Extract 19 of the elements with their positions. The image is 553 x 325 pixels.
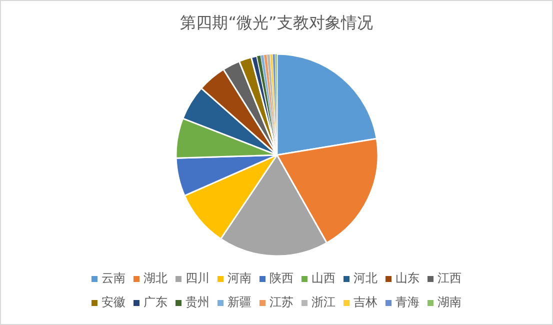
legend-label: 安徽 xyxy=(102,295,126,309)
legend-label: 山西 xyxy=(312,271,336,285)
legend-label: 湖南 xyxy=(438,295,462,309)
legend-label: 云南 xyxy=(102,271,126,285)
chart-title: 第四期“微光”支教对象情况 xyxy=(180,13,373,32)
legend-label: 河北 xyxy=(354,271,378,285)
legend-label: 贵州 xyxy=(186,295,210,309)
legend-label: 青海 xyxy=(396,295,420,309)
legend-label: 江苏 xyxy=(270,295,294,309)
legend-label: 广东 xyxy=(144,295,168,309)
legend-label: 新疆 xyxy=(228,295,252,309)
legend-label: 江西 xyxy=(438,271,462,285)
legend-label: 山东 xyxy=(396,271,420,285)
legend-label: 浙江 xyxy=(312,295,336,309)
legend-label: 陕西 xyxy=(270,271,294,285)
legend-label: 河南 xyxy=(228,271,252,285)
legend-label: 吉林 xyxy=(354,295,378,309)
legend-label: 湖北 xyxy=(144,271,168,285)
legend-label: 四川 xyxy=(186,271,210,285)
